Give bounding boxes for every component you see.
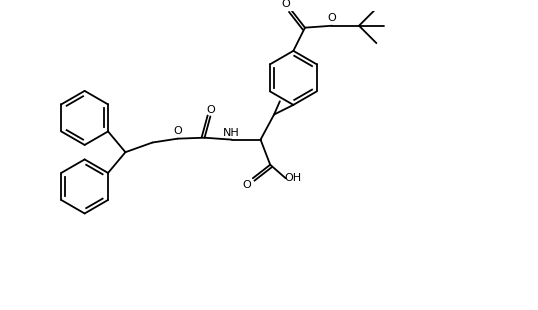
Text: O: O xyxy=(328,13,336,23)
Text: O: O xyxy=(281,0,290,9)
Text: O: O xyxy=(206,105,215,115)
Text: OH: OH xyxy=(285,173,302,183)
Text: NH: NH xyxy=(223,128,240,138)
Text: O: O xyxy=(243,180,251,190)
Text: O: O xyxy=(173,126,182,136)
